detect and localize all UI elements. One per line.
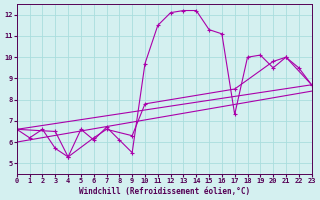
X-axis label: Windchill (Refroidissement éolien,°C): Windchill (Refroidissement éolien,°C) bbox=[79, 187, 250, 196]
